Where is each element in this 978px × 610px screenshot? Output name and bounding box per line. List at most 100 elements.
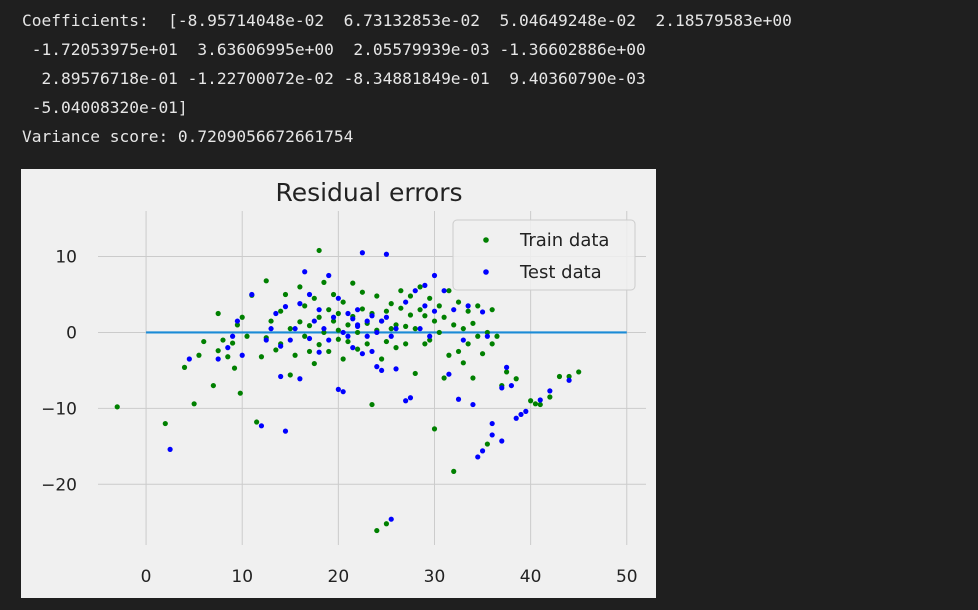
- train-point: [451, 468, 457, 474]
- test-point: [167, 446, 173, 452]
- train-point: [489, 307, 495, 313]
- train-point: [369, 401, 375, 408]
- residual-scatter-chart: 0 10 20 30 40 50 10 0 −10 −20 Residual errors Tra…: [21, 169, 656, 598]
- test-point: [393, 366, 399, 372]
- output-line-5: Variance score: 0.7209056672661754: [22, 127, 354, 146]
- test-point: [364, 333, 370, 339]
- train-point: [412, 370, 418, 377]
- train-point: [215, 310, 221, 317]
- test-point: [513, 415, 519, 421]
- x-tick-label: 20: [328, 567, 350, 587]
- train-point: [446, 352, 452, 358]
- test-point: [455, 396, 462, 402]
- train-point: [340, 299, 346, 305]
- test-data-points: [167, 250, 572, 522]
- test-point: [566, 377, 572, 383]
- train-point: [234, 322, 241, 328]
- chart-title: Residual errors: [275, 178, 462, 207]
- train-point: [311, 360, 317, 367]
- train-point: [379, 356, 385, 362]
- test-point: [422, 303, 428, 309]
- test-point: [523, 408, 529, 414]
- train-point: [273, 347, 279, 353]
- test-point: [326, 272, 332, 279]
- test-point: [311, 318, 317, 324]
- train-point: [311, 295, 317, 301]
- output-line-1: Coefficients: [-8.95714048e-02 6.7313285…: [22, 11, 792, 30]
- train-point: [196, 352, 202, 358]
- test-point: [268, 326, 274, 332]
- train-point: [407, 312, 414, 318]
- train-point: [374, 293, 380, 299]
- train-point: [431, 318, 438, 324]
- train-point: [537, 401, 543, 408]
- test-point: [278, 343, 284, 349]
- test-point: [479, 448, 486, 454]
- test-point: [537, 397, 543, 403]
- train-point: [479, 351, 486, 357]
- test-point: [239, 352, 245, 358]
- train-point: [455, 348, 462, 355]
- train-point: [417, 284, 423, 290]
- test-point: [302, 269, 308, 275]
- train-point: [191, 401, 197, 407]
- x-tick-label: 50: [616, 567, 638, 587]
- train-point: [354, 346, 361, 352]
- legend-box: [452, 219, 636, 291]
- train-point: [326, 307, 332, 313]
- y-tick-label: −10: [41, 399, 77, 419]
- train-point: [321, 279, 327, 285]
- legend: Train data Test data: [452, 219, 636, 291]
- test-point: [379, 367, 385, 374]
- test-point: [518, 411, 524, 418]
- test-point: [345, 310, 351, 317]
- output-line-3: 2.89576718e-01 -1.22700072e-02 -8.348818…: [22, 69, 646, 88]
- train-point: [287, 326, 293, 332]
- test-point: [465, 303, 471, 309]
- test-point: [287, 337, 293, 343]
- train-point: [383, 308, 390, 314]
- train-point: [287, 372, 293, 378]
- train-point: [302, 333, 308, 339]
- train-point: [475, 333, 481, 339]
- train-point: [470, 375, 476, 381]
- test-point: [234, 318, 241, 324]
- train-point: [422, 341, 428, 347]
- train-point: [359, 306, 365, 312]
- train-point: [350, 280, 356, 286]
- y-tick-label: 0: [66, 323, 77, 343]
- test-point: [364, 318, 370, 324]
- train-point: [388, 301, 394, 307]
- test-point: [383, 314, 390, 320]
- test-point: [278, 373, 284, 380]
- train-point: [460, 326, 466, 332]
- train-point: [231, 365, 238, 371]
- train-point: [297, 284, 303, 290]
- legend-train-label: Train data: [519, 230, 609, 251]
- train-point: [398, 288, 404, 294]
- test-point: [340, 389, 346, 395]
- test-point: [451, 307, 457, 313]
- train-point: [398, 305, 404, 311]
- test-point: [340, 329, 346, 336]
- train-point: [475, 303, 481, 309]
- test-point: [186, 356, 192, 362]
- train-point: [316, 314, 322, 320]
- test-point: [282, 428, 289, 434]
- test-point: [292, 326, 298, 332]
- test-point: [225, 345, 231, 351]
- train-point: [484, 329, 490, 336]
- test-point: [249, 291, 255, 298]
- test-point: [321, 326, 327, 332]
- x-tick-label: 10: [231, 567, 253, 587]
- test-point: [460, 337, 466, 343]
- test-point: [297, 376, 303, 382]
- train-point: [412, 326, 418, 332]
- train-point: [354, 329, 361, 336]
- train-point: [330, 318, 337, 324]
- train-point: [422, 313, 428, 319]
- test-point: [354, 322, 361, 328]
- test-point: [359, 351, 365, 357]
- train-point: [547, 394, 553, 400]
- train-point: [340, 356, 346, 362]
